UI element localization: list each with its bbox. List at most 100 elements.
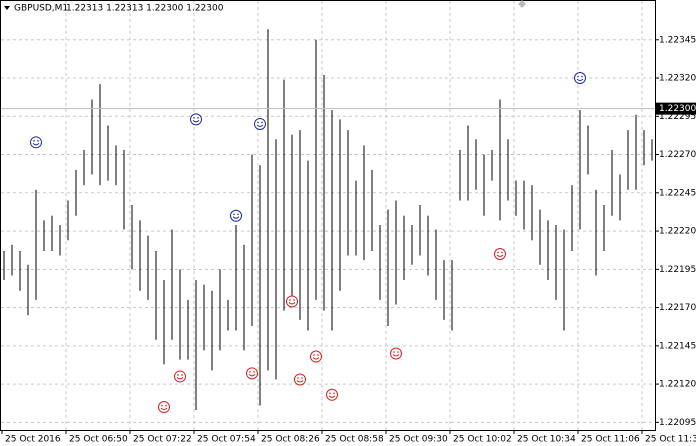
smiley-eye [581, 75, 583, 78]
x-tick-label: 25 Oct 08:26 [261, 435, 320, 445]
x-tick-label: 25 Oct 11:06 [581, 435, 640, 445]
smiley-eye [397, 351, 399, 353]
sell-signal [286, 295, 298, 308]
smiley-eye [501, 251, 503, 254]
x-tick-label: 25 Oct 08:58 [325, 435, 384, 445]
smiley-eye [317, 354, 319, 356]
plot-frame [0, 0, 656, 431]
smiley-eye [33, 140, 35, 142]
x-tick-label: 25 Oct 2016 [5, 435, 61, 445]
sell-signal [174, 370, 186, 383]
smiley-mouth [288, 302, 296, 305]
smiley-eye [393, 351, 395, 353]
x-tick-label: 25 Oct 06:50 [69, 435, 128, 445]
buy-signal [230, 209, 242, 222]
y-tick-label: 1.22270 [659, 150, 696, 160]
sell-signal [158, 401, 170, 414]
smiley-face [190, 113, 202, 126]
smiley-face [254, 117, 266, 130]
smiley-eye [237, 213, 239, 216]
smiley-eye [253, 371, 255, 373]
smiley-eye [329, 392, 331, 395]
smiley-eye [181, 374, 183, 376]
smiley-eye [249, 371, 251, 373]
smiley-face [158, 401, 170, 414]
smiley-mouth [328, 395, 336, 398]
smiley-eye [161, 404, 163, 407]
smiley-mouth [176, 377, 184, 380]
y-tick-label: 1.22195 [659, 265, 696, 275]
price-label-box [656, 102, 696, 115]
smiley-eye [297, 377, 299, 379]
smiley-eye [233, 213, 235, 216]
smiley-mouth [160, 407, 168, 411]
smiley-mouth [192, 119, 200, 123]
smiley-eye [301, 377, 303, 379]
smiley-mouth [392, 354, 400, 357]
y-tick-label: 1.22120 [659, 380, 696, 390]
sell-signal [294, 373, 306, 386]
sell-signal [326, 388, 338, 401]
smiley-eye [333, 392, 335, 395]
sell-signal [494, 248, 506, 261]
y-tick-label: 1.22145 [659, 341, 696, 351]
scroll-marker [518, 0, 526, 8]
y-tick-label: 1.22345 [659, 35, 696, 45]
smiley-mouth [576, 78, 584, 82]
buy-signal [574, 72, 586, 85]
smiley-face [230, 209, 242, 222]
smiley-mouth [232, 216, 240, 219]
smiley-mouth [496, 254, 504, 258]
buy-signal [190, 113, 202, 126]
x-tick-label: 25 Oct 11:38 [645, 435, 696, 445]
x-tick-label: 25 Oct 10:02 [453, 435, 512, 445]
smiley-face [494, 248, 506, 261]
smiley-face [246, 367, 258, 380]
x-tick-label: 25 Oct 07:54 [197, 435, 256, 445]
menu-arrow[interactable] [4, 6, 10, 10]
smiley-eye [37, 140, 39, 142]
y-tick-label: 1.22170 [659, 303, 696, 313]
smiley-mouth [296, 380, 304, 383]
sell-signal [390, 347, 402, 360]
smiley-eye [197, 117, 199, 119]
y-tick-label: 1.22295 [659, 112, 696, 122]
sell-signal [310, 350, 322, 363]
y-tick-label: 1.22320 [659, 74, 696, 84]
smiley-eye [497, 251, 499, 254]
buy-signal [30, 136, 42, 149]
smiley-face [174, 370, 186, 383]
smiley-mouth [32, 142, 40, 146]
x-tick-label: 25 Oct 09:30 [389, 435, 448, 445]
smiley-face [294, 373, 306, 386]
smiley-eye [313, 354, 315, 356]
smiley-eye [289, 299, 291, 301]
symbol-title: GBPUSD,M1 [14, 4, 68, 14]
smiley-face [326, 388, 338, 401]
smiley-mouth [256, 124, 264, 127]
smiley-eye [165, 404, 167, 407]
x-tick-label: 25 Oct 07:22 [133, 435, 192, 445]
buy-signal [254, 117, 266, 130]
smiley-eye [177, 374, 179, 376]
sell-signal [246, 367, 258, 380]
smiley-mouth [312, 357, 320, 360]
grid [1, 1, 655, 430]
x-tick-label: 25 Oct 10:34 [517, 435, 576, 445]
quote: 1.22313 1.22313 1.22300 1.22300 [66, 4, 224, 14]
smiley-face [286, 295, 298, 308]
smiley-face [310, 350, 322, 363]
smiley-eye [293, 299, 295, 301]
y-tick-label: 1.22220 [659, 227, 696, 237]
smiley-eye [193, 117, 195, 119]
smiley-face [574, 72, 586, 85]
smiley-face [30, 136, 42, 149]
y-tick-label: 1.22245 [659, 188, 696, 198]
y-tick-label: 1.22095 [659, 418, 696, 428]
smiley-mouth [248, 374, 256, 377]
smiley-face [390, 347, 402, 360]
marks [3, 29, 653, 414]
smiley-eye [577, 75, 579, 78]
price-label: 1.22300 [659, 104, 696, 114]
